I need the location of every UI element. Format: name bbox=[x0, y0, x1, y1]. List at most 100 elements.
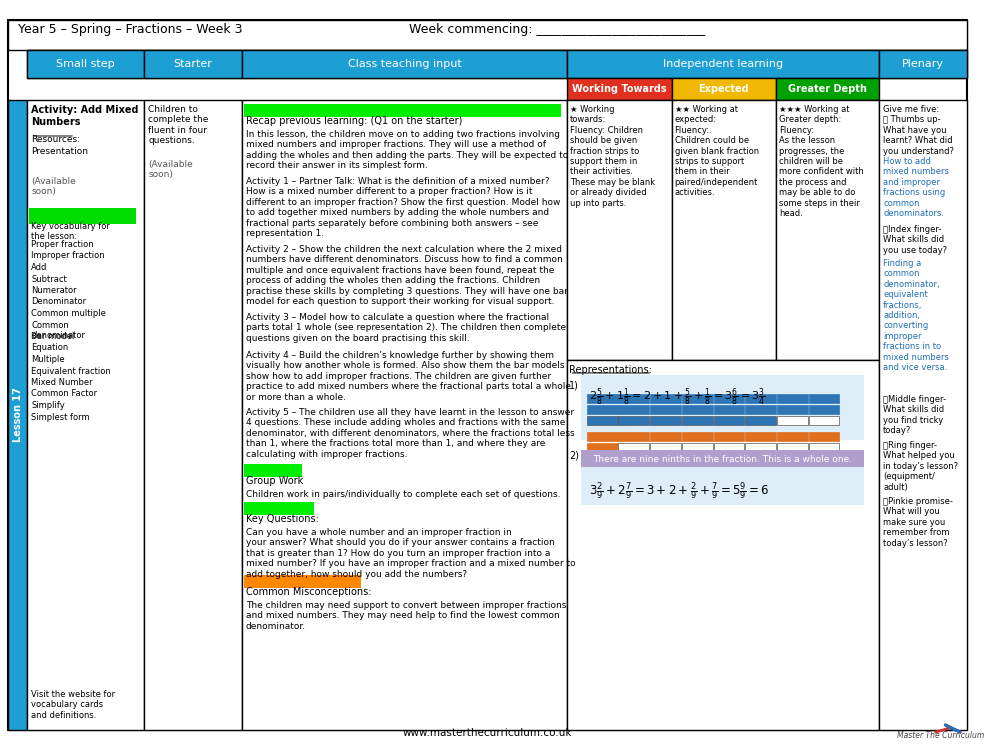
Bar bbox=[745, 432, 776, 441]
Bar bbox=[242, 100, 567, 730]
Text: Common Factor: Common Factor bbox=[31, 389, 97, 398]
Text: Working Towards: Working Towards bbox=[572, 84, 666, 94]
Bar bbox=[587, 432, 618, 441]
Bar bbox=[242, 50, 567, 78]
Bar bbox=[618, 432, 649, 441]
Text: Subtract: Subtract bbox=[31, 274, 67, 284]
Bar bbox=[567, 100, 672, 360]
Bar bbox=[587, 416, 618, 425]
Text: Activity 1 – Partner Talk: What is the definition of a mixed number?
How is a mi: Activity 1 – Partner Talk: What is the d… bbox=[246, 177, 560, 238]
Bar bbox=[745, 443, 776, 452]
Text: In this lesson, the children move on to adding two fractions involving
mixed num: In this lesson, the children move on to … bbox=[246, 130, 568, 170]
Text: Starter: Starter bbox=[174, 59, 212, 69]
Bar bbox=[682, 443, 713, 452]
Bar bbox=[587, 394, 618, 403]
Text: How to add
mixed numbers
and improper
fractions using
common
denominators.: How to add mixed numbers and improper fr… bbox=[883, 157, 949, 218]
Text: Bar model: Bar model bbox=[31, 332, 75, 341]
Bar bbox=[879, 50, 967, 78]
Text: Activity: Add Mixed
Numbers: Activity: Add Mixed Numbers bbox=[31, 105, 139, 127]
Text: ★ Working
towards:
Fluency: Children
should be given
fraction strips to
support : ★ Working towards: Fluency: Children sho… bbox=[570, 105, 655, 208]
Text: Common multiple: Common multiple bbox=[31, 309, 106, 318]
Bar bbox=[777, 443, 808, 452]
Text: 👉Index finger-
What skills did
you use today?: 👉Index finger- What skills did you use t… bbox=[883, 225, 947, 255]
Text: Can you have a whole number and an improper fraction in
your answer? What should: Can you have a whole number and an impro… bbox=[246, 528, 575, 578]
Text: Children to
complete the
fluent in four
questions.: Children to complete the fluent in four … bbox=[148, 105, 209, 146]
Text: Master The Curriculum: Master The Curriculum bbox=[897, 731, 984, 740]
Text: Greater Depth: Greater Depth bbox=[788, 84, 867, 94]
Text: $2\frac{5}{8}+1\frac{1}{8} = 2 + 1 + \frac{5}{8} + \frac{1}{8} = 3\frac{6}{8} = : $2\frac{5}{8}+1\frac{1}{8} = 2 + 1 + \fr… bbox=[589, 387, 765, 409]
Text: Activity 2 – Show the children the next calculation where the 2 mixed
numbers ha: Activity 2 – Show the children the next … bbox=[246, 245, 568, 306]
Bar bbox=[714, 432, 744, 441]
Bar bbox=[745, 405, 776, 414]
Bar bbox=[682, 432, 713, 441]
Text: Group Work: Group Work bbox=[246, 476, 303, 486]
Text: Simplest form: Simplest form bbox=[31, 413, 90, 422]
Bar bbox=[581, 467, 864, 505]
Text: (Available
soon): (Available soon) bbox=[148, 160, 193, 179]
Bar bbox=[672, 100, 776, 360]
Bar bbox=[777, 405, 808, 414]
Text: Improper fraction: Improper fraction bbox=[31, 251, 105, 260]
Text: The children may need support to convert between improper fractions
and mixed nu: The children may need support to convert… bbox=[246, 601, 566, 631]
Bar bbox=[8, 100, 27, 730]
Bar bbox=[776, 100, 879, 360]
Bar bbox=[567, 78, 672, 100]
Text: Activity 4 – Build the children’s knowledge further by showing them
visually how: Activity 4 – Build the children’s knowle… bbox=[246, 351, 571, 401]
Text: Visit the website for
vocabulary cards
and definitions.: Visit the website for vocabulary cards a… bbox=[31, 690, 115, 720]
Text: Give me five:
👊 Thumbs up-
What have you
learnt? What did
you understand?: Give me five: 👊 Thumbs up- What have you… bbox=[883, 105, 954, 155]
Text: 1): 1) bbox=[569, 380, 579, 390]
Text: Week commencing: ___________________________: Week commencing: _______________________… bbox=[409, 23, 706, 37]
Text: Small step: Small step bbox=[56, 59, 115, 69]
Text: Recap previous learning: (Q1 on the starter): Recap previous learning: (Q1 on the star… bbox=[246, 116, 462, 126]
Bar bbox=[672, 78, 776, 100]
Text: Common
denominator: Common denominator bbox=[31, 320, 85, 340]
Text: Common Misconceptions:: Common Misconceptions: bbox=[246, 587, 371, 597]
Bar bbox=[587, 443, 618, 452]
Bar bbox=[650, 394, 681, 403]
Bar bbox=[650, 443, 681, 452]
Bar bbox=[581, 375, 864, 440]
Bar bbox=[618, 394, 649, 403]
Bar bbox=[682, 405, 713, 414]
Text: Activity 5 – The children use all they have learnt in the lesson to answer
4 que: Activity 5 – The children use all they h… bbox=[246, 408, 574, 458]
Text: Multiple: Multiple bbox=[31, 355, 65, 364]
Text: Independent learning: Independent learning bbox=[663, 59, 783, 69]
Bar bbox=[777, 432, 808, 441]
Bar bbox=[27, 50, 967, 78]
Text: ★★★ Working at
Greater depth:
Fluency:
As the lesson
progresses, the
children wi: ★★★ Working at Greater depth: Fluency: A… bbox=[779, 105, 864, 218]
Bar bbox=[714, 443, 744, 452]
Text: Mixed Number: Mixed Number bbox=[31, 378, 93, 387]
Bar bbox=[567, 360, 879, 730]
Bar bbox=[567, 50, 879, 78]
Text: There are nine ninths in the fraction. This is a whole one.: There are nine ninths in the fraction. T… bbox=[593, 454, 852, 464]
Bar bbox=[809, 405, 839, 414]
Text: ★★ Working at
expected:
Fluency:.
Children could be
given blank fraction
strips : ★★ Working at expected: Fluency:. Childr… bbox=[675, 105, 759, 197]
Bar bbox=[244, 464, 302, 477]
Text: www.masterthecurriculum.co.uk: www.masterthecurriculum.co.uk bbox=[403, 728, 572, 738]
Bar bbox=[714, 394, 744, 403]
Bar bbox=[8, 20, 967, 50]
Text: Numerator: Numerator bbox=[31, 286, 77, 295]
Bar bbox=[27, 50, 144, 78]
Bar bbox=[777, 394, 808, 403]
Bar bbox=[618, 443, 649, 452]
Bar bbox=[809, 394, 839, 403]
Bar bbox=[879, 100, 967, 730]
Bar bbox=[745, 394, 776, 403]
Bar bbox=[682, 416, 713, 425]
Text: Key Questions:: Key Questions: bbox=[246, 514, 319, 524]
Bar bbox=[244, 502, 314, 515]
Text: Finding a
common
denominator,
equivalent
fractions,
addition,
converting
imprope: Finding a common denominator, equivalent… bbox=[883, 259, 949, 372]
Bar bbox=[244, 575, 361, 588]
Bar bbox=[144, 100, 242, 730]
Bar bbox=[776, 78, 879, 100]
Bar bbox=[650, 405, 681, 414]
Bar bbox=[29, 208, 136, 224]
Text: Equation: Equation bbox=[31, 344, 68, 352]
Bar bbox=[244, 104, 561, 117]
Text: Children work in pairs/individually to complete each set of questions.: Children work in pairs/individually to c… bbox=[246, 490, 560, 499]
Text: Simplify: Simplify bbox=[31, 401, 65, 410]
Text: Key vocabulary for
the lesson:: Key vocabulary for the lesson: bbox=[31, 222, 110, 242]
Bar bbox=[587, 405, 618, 414]
Text: 👉Ring finger-
What helped you
in today’s lesson?
(equipment/
adult): 👉Ring finger- What helped you in today’s… bbox=[883, 441, 958, 491]
